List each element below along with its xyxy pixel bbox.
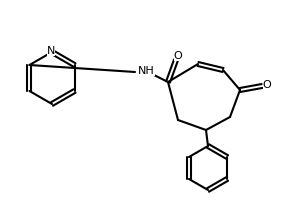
Text: O: O [174,51,182,61]
Text: N: N [47,46,55,56]
Text: NH: NH [138,66,155,76]
Text: O: O [262,80,272,90]
